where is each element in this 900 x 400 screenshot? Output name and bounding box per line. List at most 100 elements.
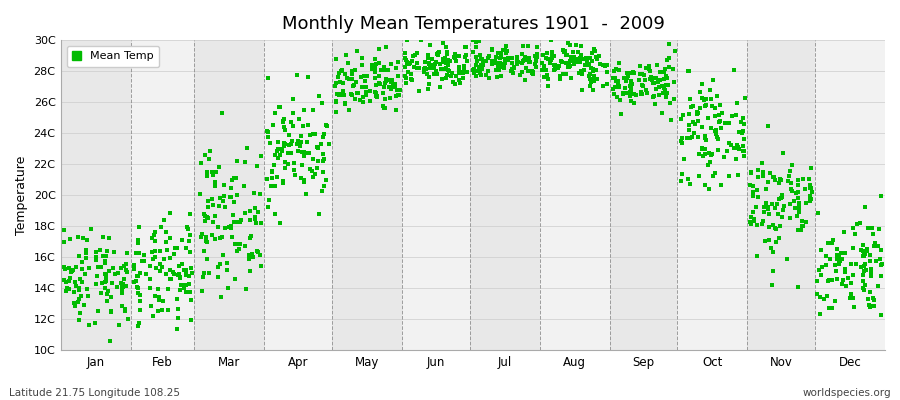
Point [657,85,671,91]
Point [657,69,671,75]
Point [577,67,591,73]
Point [233,241,248,247]
Point [634,82,649,88]
Point [358,92,373,98]
Point [687,129,701,136]
Point [761,211,776,218]
Point [200,239,214,246]
Point [584,49,598,56]
Point [471,68,485,74]
Point [137,252,151,259]
Point [448,72,463,79]
Point [552,63,566,69]
Point [714,125,728,131]
Point [321,140,336,147]
Point [856,272,870,278]
Point [184,297,199,304]
Point [68,264,83,270]
Point [674,116,688,122]
Point [528,57,543,63]
Point [430,51,445,58]
Point [853,247,868,253]
Point [675,134,689,141]
Point [643,76,657,82]
Point [74,293,88,299]
Bar [678,40,747,350]
Point [874,192,888,199]
Point [708,130,723,137]
Point [75,259,89,266]
Point [820,293,834,299]
Point [347,67,362,73]
Point [737,95,751,101]
Point [830,276,844,282]
Point [554,59,569,65]
Point [491,63,506,69]
Point [735,115,750,122]
Point [115,290,130,296]
Point [349,79,364,86]
Point [760,123,775,129]
Point [747,216,761,222]
Point [803,194,817,201]
Point [553,75,567,82]
Point [849,261,863,268]
Point [680,135,695,141]
Point [472,64,487,71]
Point [553,73,567,80]
Point [378,80,392,86]
Point [773,223,788,229]
Point [345,68,359,74]
Point [132,224,147,230]
Point [57,264,71,270]
Point [166,268,180,275]
Point [577,56,591,62]
Point [769,226,783,232]
Point [850,221,864,227]
Point [182,289,196,296]
Point [856,241,870,248]
Point [803,192,817,199]
Point [527,53,542,59]
Point [448,50,463,57]
Point [830,256,844,262]
Point [657,76,671,82]
Point [356,99,371,105]
Point [683,135,698,142]
Point [163,255,177,261]
Point [574,68,589,74]
Point [647,93,662,99]
Point [423,42,437,48]
Point [775,150,789,156]
Point [742,219,757,226]
Point [668,48,682,55]
Point [387,84,401,90]
Point [592,53,607,59]
Point [465,67,480,74]
Point [690,110,705,116]
Point [609,94,624,100]
Point [80,286,94,292]
Point [369,92,383,99]
Point [758,238,772,244]
Point [523,59,537,66]
Point [116,281,130,288]
Point [377,64,392,70]
Point [145,235,159,241]
Point [783,214,797,221]
Point [452,64,466,70]
Point [467,66,482,72]
Point [796,223,810,229]
Point [582,71,597,78]
Point [215,234,230,240]
Point [94,290,108,296]
Point [441,62,455,68]
Point [636,83,651,90]
Point [581,61,596,68]
Point [590,76,604,83]
Point [88,281,103,287]
Point [681,68,696,74]
Point [811,210,825,216]
Point [781,178,796,184]
Point [301,122,315,128]
